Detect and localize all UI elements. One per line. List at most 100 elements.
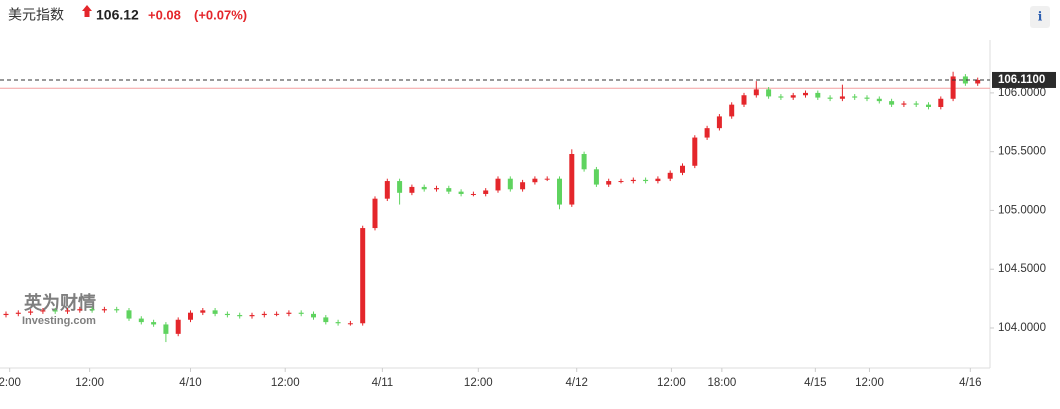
x-tick-label: 4/16 (959, 377, 981, 389)
chart-title: 美元指数 (8, 7, 64, 23)
candle-body (483, 190, 489, 194)
y-tick-label: 104.5000 (998, 263, 1046, 275)
candle-body (507, 178, 513, 190)
candle-body (347, 323, 353, 325)
candle-body (532, 178, 538, 183)
x-tick-label: 12:00 (855, 377, 884, 389)
candle-body (200, 310, 206, 313)
candle-body (950, 76, 956, 99)
candle-body (458, 191, 464, 194)
candle-body (421, 186, 427, 190)
candle-body (876, 98, 882, 102)
candle-body (249, 315, 255, 317)
candle-body (741, 95, 747, 105)
candle-body (151, 322, 157, 325)
candle-body (323, 317, 329, 323)
candle-body (839, 96, 845, 99)
candle-body (864, 97, 870, 99)
candle-body (913, 103, 919, 105)
candle-body (397, 181, 403, 193)
candle-body (643, 179, 649, 182)
candle-body (655, 178, 661, 182)
x-tick-label: 4/15 (804, 377, 826, 389)
x-tick-label: 4/10 (179, 377, 201, 389)
candle-body (680, 165, 685, 173)
candle-body (237, 315, 243, 317)
x-tick-label: 4/12 (566, 377, 588, 389)
candle-body (224, 313, 230, 316)
candle-body (889, 101, 895, 105)
candle-body (65, 310, 70, 312)
y-tick-label: 104.0000 (998, 322, 1046, 334)
candle-body (446, 188, 452, 192)
candle-body (188, 312, 193, 320)
candle-body (938, 98, 944, 107)
candle-body (569, 154, 575, 205)
candle-body (384, 181, 390, 199)
candle-body (15, 312, 21, 314)
current-price-box (992, 71, 1056, 88)
candle-body (261, 313, 267, 316)
candle-body (790, 95, 796, 98)
candle-body (901, 103, 907, 105)
y-tick-label: 106.0000 (998, 87, 1046, 99)
x-tick-label: 12:00 (657, 377, 686, 389)
candle-body (126, 310, 132, 319)
candle-body (704, 128, 710, 138)
watermark-sub: Investing.com (22, 315, 96, 327)
candle-body (89, 309, 95, 311)
candle-body (114, 309, 120, 311)
x-tick-label: 12:00 (271, 377, 300, 389)
candle-body (926, 104, 931, 107)
x-tick-label: 2:00 (0, 377, 21, 389)
up-arrow (82, 5, 92, 17)
candle-body (28, 311, 34, 313)
candle-body (372, 198, 378, 229)
candle-body (606, 181, 612, 185)
x-tick-label: 18:00 (707, 377, 736, 389)
candle-body (101, 309, 107, 311)
info-button[interactable] (1030, 6, 1050, 28)
candle-body (311, 313, 316, 318)
candle-body (803, 92, 808, 96)
price: 106.12 (96, 7, 139, 23)
info-label[interactable]: i (1038, 10, 1043, 24)
candle-body (618, 181, 624, 183)
change-percent: (+0.07%) (194, 7, 247, 22)
candle-body (630, 179, 636, 182)
candle-body (298, 312, 304, 314)
candle-body (163, 324, 169, 334)
candle-body (409, 186, 415, 193)
candle-body (962, 76, 968, 84)
candle-body (470, 193, 476, 195)
candle-body (544, 178, 550, 180)
change: +0.08 (148, 7, 181, 22)
candle-body (581, 154, 587, 170)
x-tick-label: 4/11 (372, 377, 394, 389)
candle-body (286, 312, 292, 314)
watermark: 英为财情 (23, 292, 96, 313)
candle-body (852, 96, 858, 98)
current-price-label: 106.1100 (998, 74, 1045, 86)
y-tick-label: 105.5000 (998, 146, 1046, 158)
candle-body (716, 116, 722, 129)
candle-body (3, 313, 9, 316)
candle-body (175, 319, 181, 334)
candle-body (495, 178, 501, 191)
candle-body (815, 92, 821, 98)
candle-body (766, 89, 772, 97)
candle-body (827, 97, 833, 99)
x-tick-label: 12:00 (464, 377, 493, 389)
candle-body (77, 309, 83, 311)
candle-body (667, 172, 673, 179)
candle-body (40, 310, 46, 312)
candle-body (360, 228, 366, 324)
candle-body (274, 313, 280, 315)
candle-body (692, 137, 698, 166)
candle-body (212, 310, 218, 314)
candle-body (593, 169, 599, 185)
candle-body (557, 178, 562, 205)
candle-body (753, 89, 759, 96)
candle-body (975, 79, 981, 84)
candle-body (520, 182, 526, 190)
